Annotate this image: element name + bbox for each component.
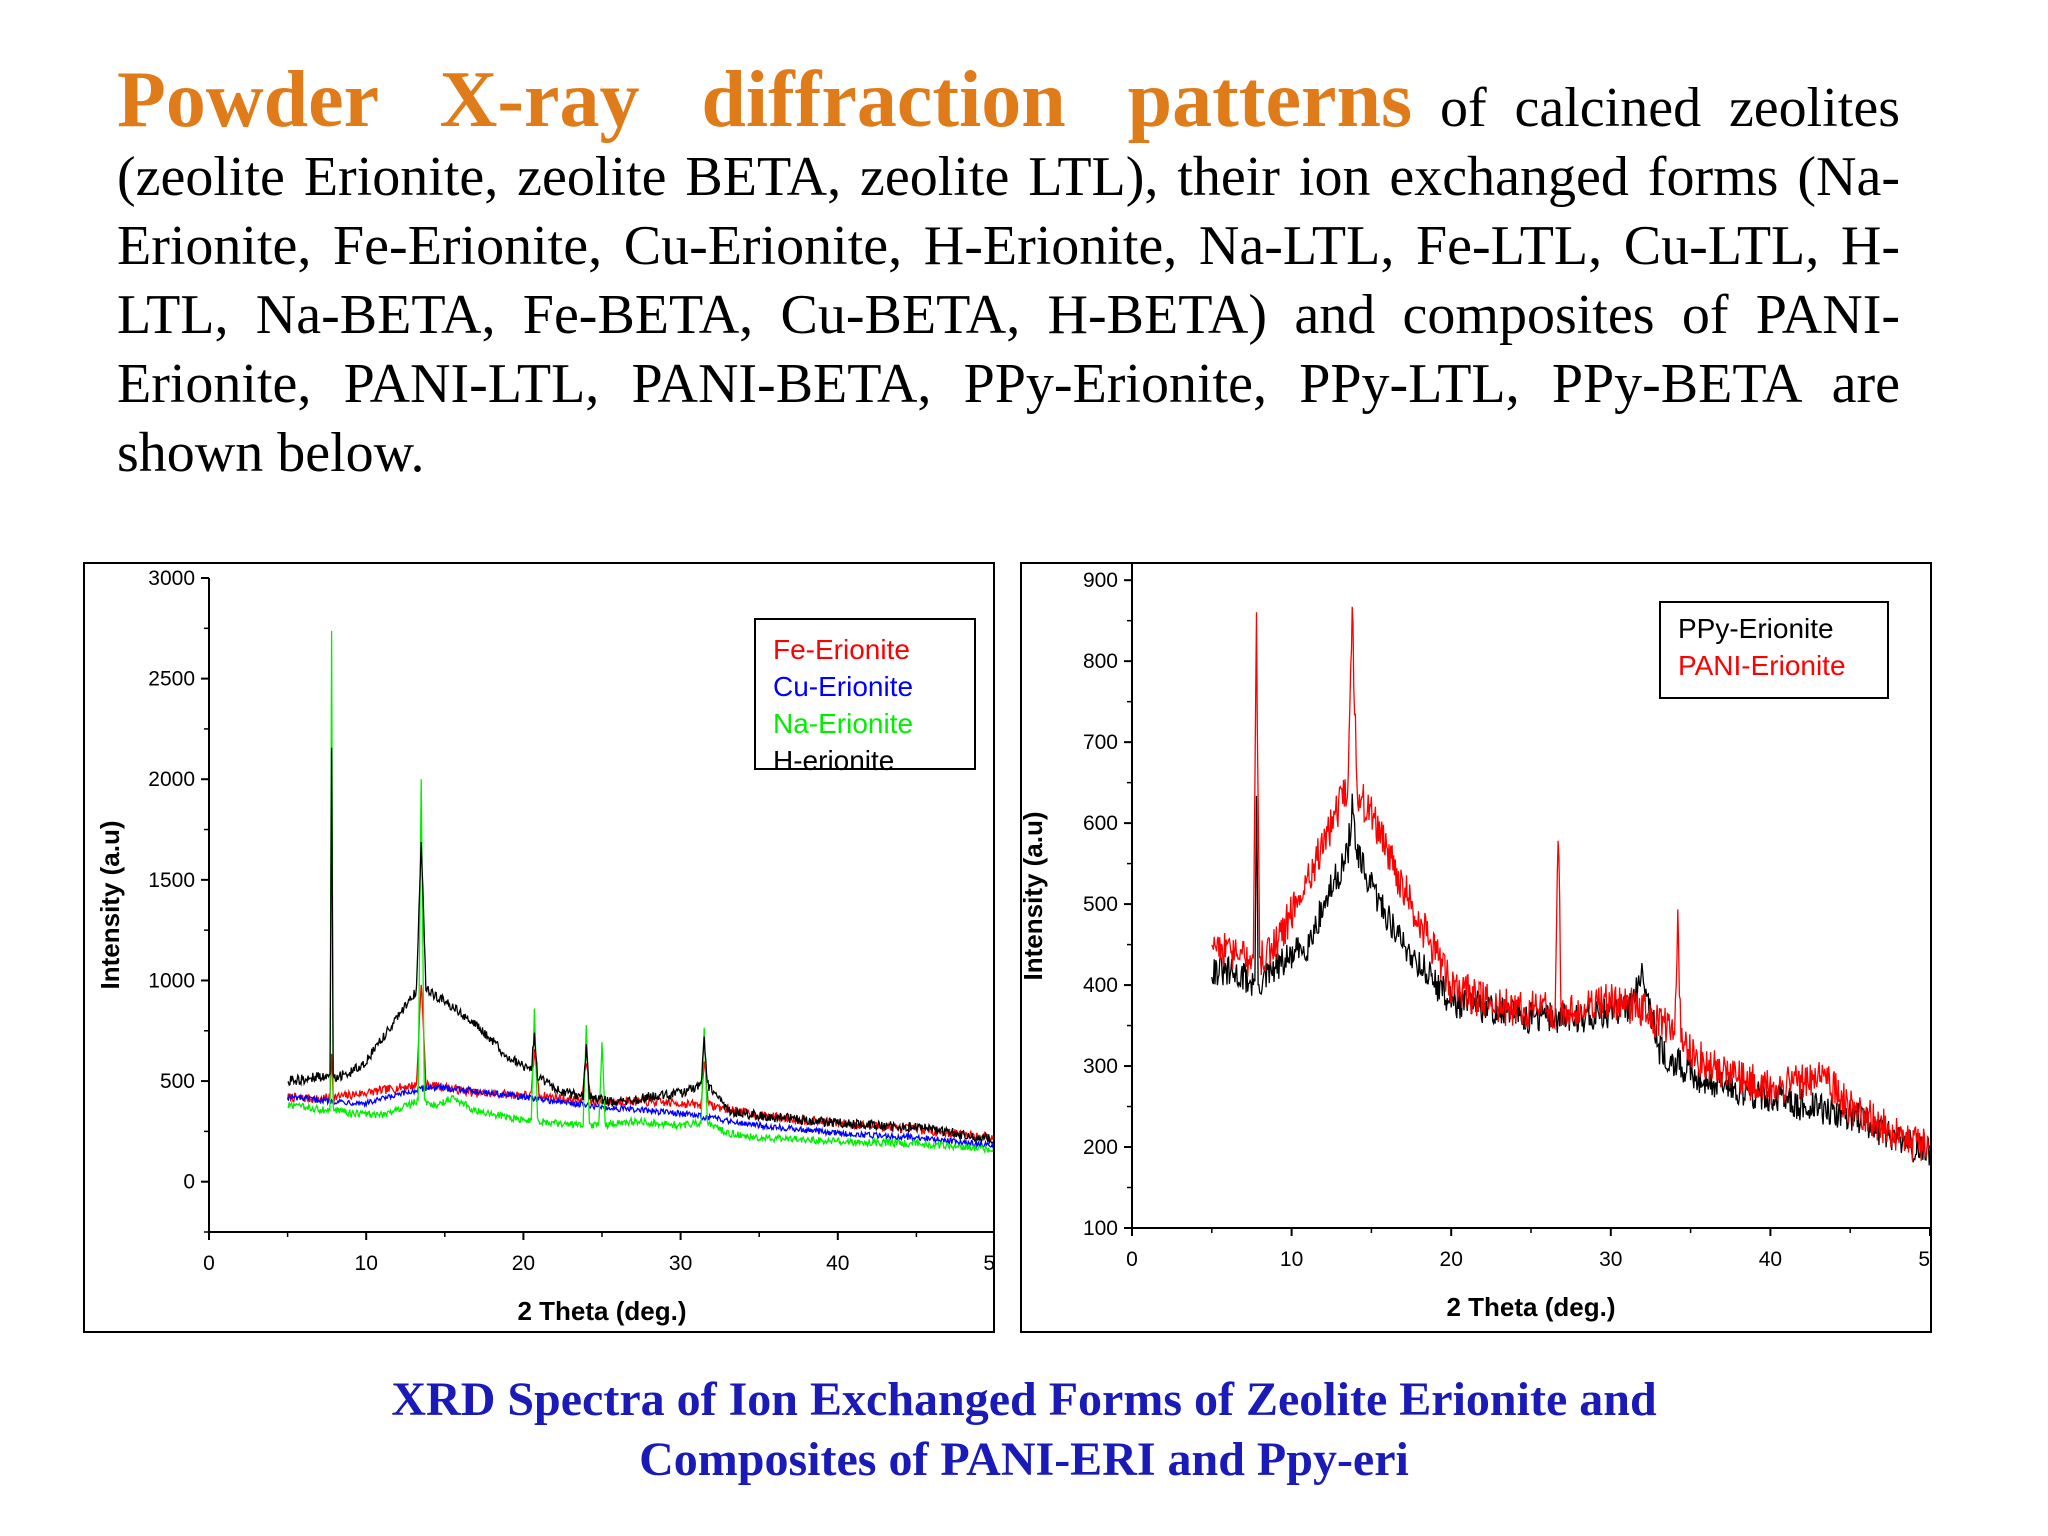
x-axis-label: 2 Theta (deg.) [517, 1296, 686, 1326]
y-tick-label: 500 [160, 1070, 195, 1093]
series-line-cu-erionite [287, 1082, 993, 1149]
y-tick-label: 300 [1083, 1055, 1118, 1078]
legend-entry: Cu-Erionite [773, 671, 913, 702]
y-tick-label: 700 [1083, 731, 1118, 754]
y-tick-label: 900 [1083, 569, 1118, 592]
x-tick-label: 50 [1918, 1248, 1930, 1271]
y-tick-label: 0 [183, 1171, 195, 1194]
y-tick-label: 2000 [148, 768, 195, 791]
chart-panel-erionite-ion-exchanged: 010203040500500100015002000250030002 The… [83, 562, 995, 1333]
legend-box [754, 618, 976, 770]
series-line-h-erionite [287, 747, 993, 1145]
chart-erionite-composites: 0 10 20 30 40 50 100 200 300 400 500 600 700 800 900 2 … [1022, 564, 1930, 1322]
intro-paragraph: Powder X-ray diffraction patterns of cal… [117, 60, 1900, 488]
series-line-pani-erionite [1211, 606, 1930, 1161]
legend-entry: Fe-Erionite [773, 634, 910, 665]
x-tick-label: 10 [355, 1252, 378, 1275]
intro-lead: Powder X-ray diffraction patterns [117, 56, 1413, 144]
figure-caption: XRD Spectra of Ion Exchanged Forms of Ze… [0, 1370, 2048, 1490]
series-line-na-erionite [287, 630, 993, 1155]
legend-entry: H-erionite [773, 745, 894, 776]
intro-body: of calcined zeolites (zeolite Erionite, … [117, 77, 1900, 484]
legend-entry: PPy-Erionite [1678, 613, 1834, 644]
x-tick-label: 50 [983, 1252, 993, 1275]
y-tick-label: 1000 [148, 969, 195, 992]
x-axis-label: 2 Theta (deg.) [1446, 1292, 1615, 1322]
y-tick-label: 1500 [148, 869, 195, 892]
legend-entry: PANI-Erionite [1678, 650, 1846, 681]
y-tick-label: 3000 [148, 567, 195, 590]
x-tick-label: 0 [203, 1252, 215, 1275]
x-tick-label: 20 [512, 1252, 535, 1275]
y-tick-label: 400 [1083, 974, 1118, 997]
legend-entry: Na-Erionite [773, 708, 913, 739]
series-line-ppy-erionite [1211, 793, 1930, 1166]
y-axis-label: Intensity (a.u) [95, 820, 125, 989]
y-tick-label: 800 [1083, 650, 1118, 673]
chart-panel-erionite-composites: 0 10 20 30 40 50 100 200 300 400 500 600 700 800 900 2 … [1020, 562, 1932, 1333]
x-tick-label: 0 [1126, 1248, 1138, 1271]
x-tick-label: 30 [669, 1252, 692, 1275]
caption-line-2: Composites of PANI-ERI and Ppy-eri [639, 1433, 1409, 1486]
x-tick-label: 20 [1440, 1248, 1463, 1271]
x-tick-label: 30 [1599, 1248, 1622, 1271]
y-tick-label: 500 [1083, 893, 1118, 916]
x-tick-label: 40 [1759, 1248, 1782, 1271]
x-tick-label: 10 [1280, 1248, 1303, 1271]
legend-box [1659, 601, 1889, 699]
y-tick-label: 600 [1083, 812, 1118, 835]
caption-line-1: XRD Spectra of Ion Exchanged Forms of Ze… [391, 1373, 1657, 1426]
y-tick-label: 2500 [148, 668, 195, 691]
y-axis-label: Intensity (a.u) [1022, 811, 1048, 980]
y-tick-label: 200 [1083, 1136, 1118, 1159]
x-tick-label: 40 [826, 1252, 849, 1275]
series-line-fe-erionite [286, 984, 993, 1142]
chart-erionite-ion-exchanged: 010203040500500100015002000250030002 The… [95, 567, 993, 1326]
y-tick-label: 100 [1083, 1217, 1118, 1240]
